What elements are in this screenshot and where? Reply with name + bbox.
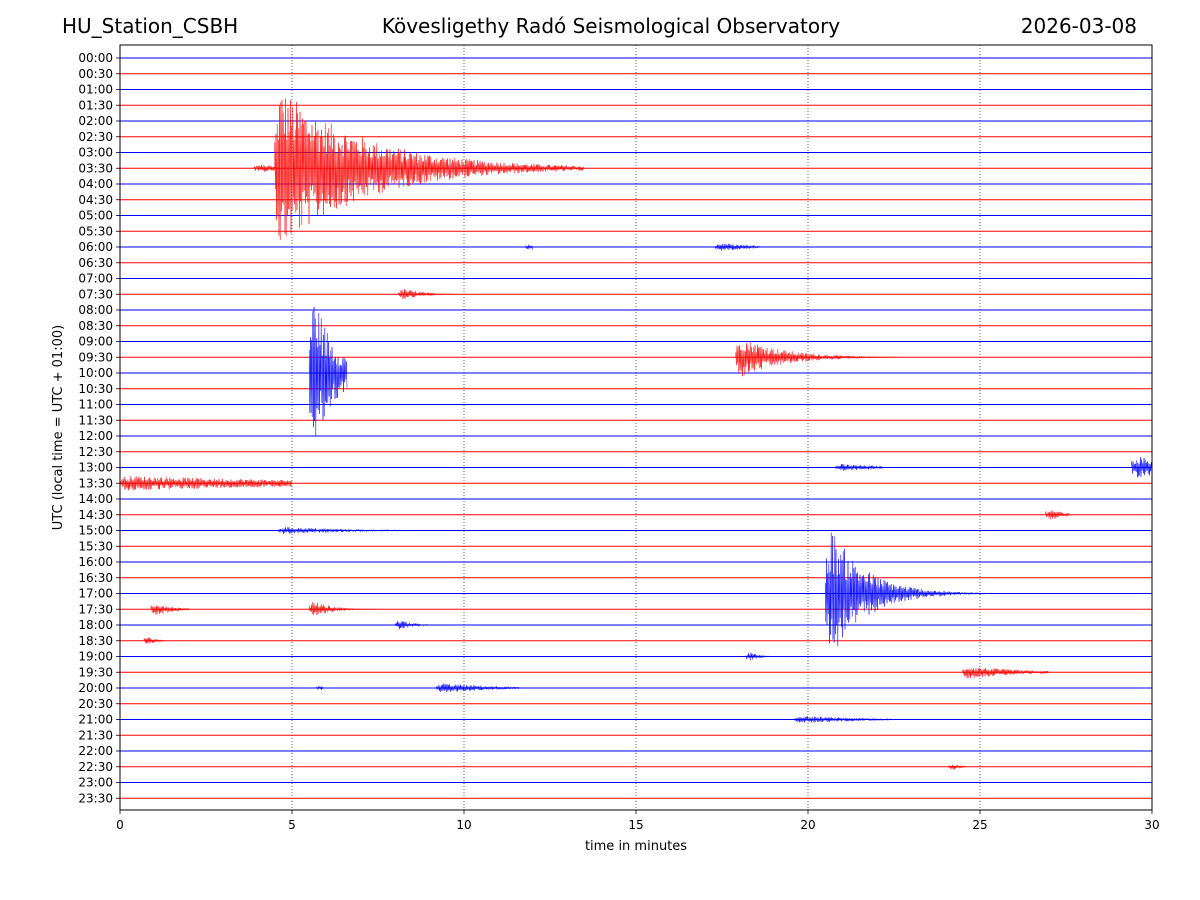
y-tick-label: 07:00: [78, 272, 113, 286]
y-tick-label: 14:30: [78, 508, 113, 522]
y-tick-label: 00:00: [78, 51, 113, 65]
y-tick-label: 21:00: [78, 713, 113, 727]
y-tick-label: 23:00: [78, 776, 113, 790]
event-17:30-13: [150, 605, 190, 615]
event-06:00-3: [714, 243, 760, 251]
event-17:00-12: [824, 532, 1032, 647]
event-14:30-10: [1045, 510, 1070, 520]
observatory-title: Kövesligethy Radó Seismological Observat…: [381, 14, 841, 38]
y-tick-label: 09:30: [78, 350, 113, 364]
event-10:00-6: [308, 306, 348, 436]
y-tick-label: 23:30: [78, 791, 113, 805]
y-tick-label: 20:00: [78, 681, 113, 695]
y-tick-label: 08:00: [78, 303, 113, 317]
y-tick-label: 03:30: [78, 161, 113, 175]
y-tick-label: 04:00: [78, 177, 113, 191]
y-tick-label: 04:30: [78, 193, 113, 207]
y-tick-label: 21:30: [78, 728, 113, 742]
station-name: HU_Station_CSBH: [62, 14, 239, 38]
y-tick-label: 13:00: [78, 461, 113, 475]
event-09:30-5: [735, 341, 898, 377]
y-tick-label: 16:00: [78, 555, 113, 569]
event-13:00-8: [1131, 457, 1153, 478]
y-tick-label: 17:30: [78, 602, 113, 616]
event-06:00-2: [525, 244, 533, 250]
event-20:00-19: [436, 683, 519, 693]
x-tick-label: 20: [800, 818, 815, 832]
y-tick-label: 18:00: [78, 618, 113, 632]
y-tick-label: 11:30: [78, 413, 113, 427]
x-axis-label: time in minutes: [585, 839, 687, 854]
y-tick-label: 10:30: [78, 382, 113, 396]
y-tick-label: 20:30: [78, 697, 113, 711]
y-tick-label: 06:30: [78, 256, 113, 270]
y-tick-label: 19:00: [78, 650, 113, 664]
y-tick-label: 09:00: [78, 335, 113, 349]
y-tick-label: 18:30: [78, 634, 113, 648]
event-13:00-7: [835, 464, 884, 471]
x-tick-label: 25: [972, 818, 987, 832]
x-tick-label: 10: [456, 818, 471, 832]
y-tick-label: 03:00: [78, 146, 113, 160]
event-03:30-0: [274, 98, 585, 240]
event-13:30-9: [119, 475, 292, 491]
y-axis-label: UTC (local time = UTC + 01:00): [51, 325, 66, 530]
x-tick-label: 15: [628, 818, 643, 832]
y-tick-label: 00:30: [78, 67, 113, 81]
y-tick-label: 01:00: [78, 83, 113, 97]
event-17:30-14: [308, 601, 378, 616]
y-tick-label: 14:00: [78, 492, 113, 506]
y-tick-label: 10:00: [78, 366, 113, 380]
y-tick-label: 02:30: [78, 130, 113, 144]
y-tick-label: 07:30: [78, 287, 113, 301]
y-tick-label: 01:30: [78, 98, 113, 112]
event-20:00-20: [315, 686, 323, 690]
x-tick-label: 30: [1144, 818, 1159, 832]
event-15:00-11: [277, 527, 403, 534]
event-22:30-22: [948, 764, 967, 770]
event-18:30-16: [143, 637, 165, 644]
y-tick-label: 13:30: [78, 476, 113, 490]
y-tick-label: 08:30: [78, 319, 113, 333]
event-03:30-1: [253, 164, 275, 172]
y-tick-label: 12:30: [78, 445, 113, 459]
y-tick-label: 16:30: [78, 571, 113, 585]
y-tick-label: 05:30: [78, 224, 113, 238]
y-tick-label: 17:00: [78, 587, 113, 601]
event-07:30-4: [398, 289, 454, 299]
y-tick-label: 05:00: [78, 209, 113, 223]
x-tick-label: 0: [116, 818, 124, 832]
y-tick-label: 15:00: [78, 524, 113, 538]
event-19:30-18: [962, 667, 1049, 679]
x-tick-label: 5: [288, 818, 296, 832]
y-tick-label: 02:00: [78, 114, 113, 128]
event-19:00-17: [745, 652, 771, 661]
y-tick-label: 06:00: [78, 240, 113, 254]
event-21:00-21: [793, 716, 894, 723]
event-18:00-15: [394, 621, 430, 630]
y-tick-label: 22:00: [78, 744, 113, 758]
y-tick-label: 11:00: [78, 398, 113, 412]
y-tick-label: 22:30: [78, 760, 113, 774]
y-tick-label: 19:30: [78, 665, 113, 679]
chart-date: 2026-03-08: [1020, 14, 1137, 38]
y-tick-label: 15:30: [78, 539, 113, 553]
y-tick-label: 12:00: [78, 429, 113, 443]
